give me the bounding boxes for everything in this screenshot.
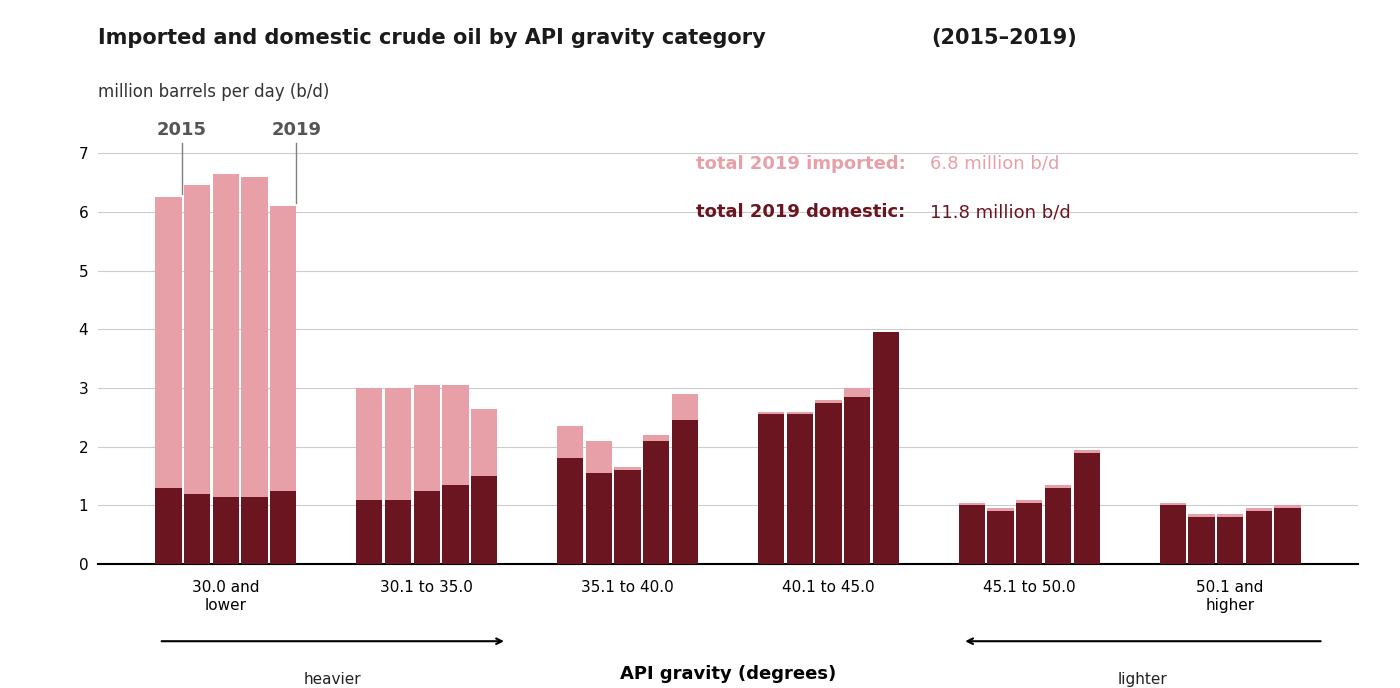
Text: 2015: 2015 (157, 121, 207, 139)
Bar (470, 409, 497, 564)
Bar (356, 499, 382, 564)
Bar (155, 197, 182, 564)
Bar (987, 511, 1014, 564)
Bar (872, 332, 899, 564)
Bar (757, 414, 784, 564)
Bar (615, 467, 641, 564)
Bar (442, 485, 469, 564)
Bar (1044, 488, 1071, 564)
Bar (643, 441, 669, 564)
Bar (385, 388, 412, 564)
Bar (959, 506, 986, 564)
Bar (1246, 508, 1273, 564)
Bar (643, 435, 669, 564)
Bar (241, 497, 267, 564)
Bar (585, 441, 612, 564)
Bar (1217, 517, 1243, 564)
Bar (1189, 517, 1215, 564)
Bar (672, 394, 699, 564)
Bar (1016, 502, 1043, 564)
Bar (1159, 502, 1186, 564)
Bar (1274, 506, 1301, 564)
Bar (270, 491, 297, 564)
Text: Imported and domestic crude oil by API gravity category: Imported and domestic crude oil by API g… (98, 28, 773, 47)
Bar (183, 494, 210, 564)
Bar (557, 458, 584, 564)
Text: (2015–2019): (2015–2019) (931, 28, 1077, 47)
Bar (183, 186, 210, 564)
Bar (615, 470, 641, 564)
Bar (385, 499, 412, 564)
Bar (1044, 485, 1071, 564)
Bar (413, 491, 440, 564)
Bar (585, 473, 612, 564)
Bar (1246, 511, 1273, 564)
Bar (787, 411, 813, 564)
Text: lighter: lighter (1119, 672, 1168, 687)
Bar (413, 385, 440, 564)
Bar (213, 174, 239, 564)
Bar (442, 385, 469, 564)
Bar (470, 476, 497, 564)
Bar (1074, 450, 1100, 564)
Text: million barrels per day (b/d): million barrels per day (b/d) (98, 83, 329, 100)
Bar (815, 402, 841, 564)
Bar (241, 177, 267, 564)
Bar (1159, 506, 1186, 564)
Text: heavier: heavier (304, 672, 361, 687)
Bar (270, 206, 297, 564)
Bar (1217, 514, 1243, 564)
Bar (959, 502, 986, 564)
Bar (844, 397, 871, 564)
Bar (1274, 508, 1301, 564)
Text: 2019: 2019 (272, 121, 322, 139)
Bar (844, 388, 871, 564)
Bar (557, 426, 584, 564)
Bar (787, 414, 813, 564)
Bar (987, 508, 1014, 564)
Bar (757, 411, 784, 564)
Text: total 2019 domestic:: total 2019 domestic: (697, 203, 911, 221)
Bar (1189, 514, 1215, 564)
X-axis label: API gravity (degrees): API gravity (degrees) (620, 665, 836, 683)
Text: 11.8 million b/d: 11.8 million b/d (930, 203, 1071, 221)
Bar (213, 497, 239, 564)
Text: 6.8 million b/d: 6.8 million b/d (930, 155, 1058, 173)
Bar (1016, 499, 1043, 564)
Bar (356, 388, 382, 564)
Text: total 2019 imported:: total 2019 imported: (697, 155, 913, 173)
Bar (155, 488, 182, 564)
Bar (815, 400, 841, 564)
Bar (872, 356, 899, 564)
Bar (1074, 453, 1100, 564)
Bar (672, 420, 699, 564)
